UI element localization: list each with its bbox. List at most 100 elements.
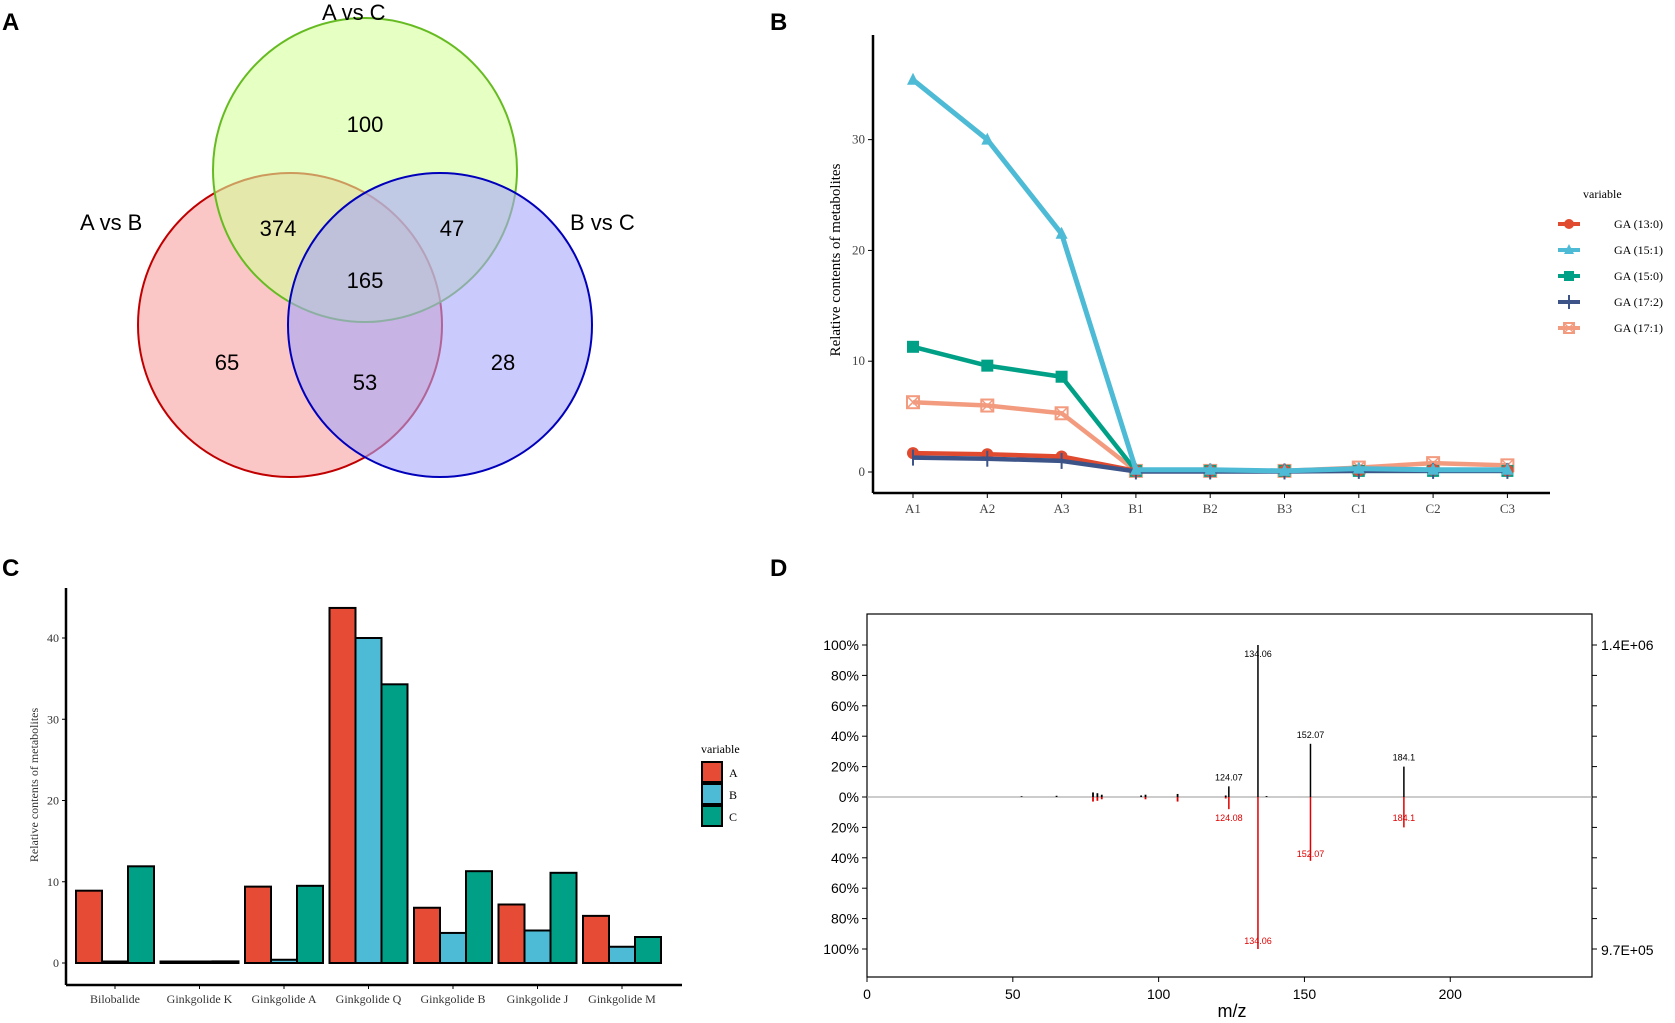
series-line [911, 77, 1508, 474]
y-tick-label: 60% [831, 880, 859, 896]
y-tick-label: 100% [823, 637, 859, 653]
y-tick-label: 40% [831, 728, 859, 744]
bar [354, 637, 383, 964]
bottom-peak-label: 134.06 [1244, 936, 1272, 946]
legend-label: GA (17:2) [1614, 295, 1663, 309]
legend-label: B [729, 788, 737, 802]
legend-swatch [701, 761, 723, 783]
y-axis-title: Relative contents of metabolites [27, 708, 41, 863]
bar [185, 960, 214, 964]
y-tick-label: 80% [831, 911, 859, 927]
venn-region-count: 374 [260, 216, 297, 241]
right-axis-top-label: 1.4E+06 [1601, 637, 1654, 653]
y-tick-label: 0 [859, 464, 866, 479]
x-tick-label: A1 [905, 501, 921, 516]
venn-set-label: B vs C [570, 210, 635, 235]
bar [75, 889, 103, 964]
data-point-cross [906, 395, 920, 409]
panel-label-c: C [2, 555, 19, 582]
venn-set-label: A vs C [322, 0, 386, 25]
x-tick-label: C3 [1500, 501, 1515, 516]
x-tick-label: A2 [979, 501, 995, 516]
data-point-cross [1055, 406, 1069, 420]
y-tick-label: 60% [831, 698, 859, 714]
legend-swatch [701, 783, 723, 805]
bottom-peak-label: 124.08 [1215, 813, 1243, 823]
bar [328, 606, 357, 964]
bar-chart: 0 10 20 30 40 Bilobalide Ginkgolide K Ginkgolid… [27, 588, 740, 1006]
legend-title: variable [701, 742, 740, 756]
bar [549, 871, 578, 964]
data-point [906, 395, 920, 410]
right-axis-bottom-label: 9.7E+05 [1601, 942, 1654, 958]
x-tick-label: Ginkgolide J [507, 992, 569, 1006]
legend-label: GA (15:0) [1614, 269, 1663, 283]
bar [270, 958, 298, 964]
panel-label-b: B [770, 9, 787, 36]
top-peak-label: 184.1 [1393, 753, 1416, 763]
x-tick-label: B1 [1128, 501, 1143, 516]
x-tick-label: 100 [1147, 986, 1171, 1002]
y-tick-label: 20% [831, 819, 859, 835]
top-peak-label: 134.06 [1244, 649, 1272, 659]
legend-label: A [729, 766, 738, 780]
venn-region-count: 28 [491, 350, 515, 375]
data-point [981, 359, 994, 372]
venn-set-label: A vs B [80, 210, 142, 235]
top-peak-label: 152.07 [1297, 730, 1325, 740]
data-point [907, 340, 919, 353]
y-tick-label: 0% [839, 789, 859, 805]
bar [101, 960, 129, 964]
data-point [1563, 322, 1575, 334]
bottom-peak-label: 152.07 [1297, 849, 1325, 859]
venn-region-count: 65 [215, 350, 239, 375]
data-point [1129, 462, 1142, 475]
data-point [1427, 462, 1440, 475]
x-tick-label: 150 [1293, 986, 1317, 1002]
bar [159, 960, 188, 964]
data-point [1054, 406, 1069, 421]
data-point [1564, 271, 1574, 281]
data-point [980, 398, 995, 413]
bottom-peak-label: 184.1 [1393, 813, 1416, 823]
bar [465, 870, 493, 964]
bar [608, 945, 636, 964]
legend-label: GA (13:0) [1614, 217, 1663, 231]
data-point [1055, 370, 1068, 383]
data-point [907, 72, 919, 85]
y-tick-label: 40% [831, 850, 859, 866]
bar [127, 865, 155, 964]
x-tick-label: B2 [1203, 501, 1218, 516]
venn-region-count: 100 [347, 112, 384, 137]
y-tick-label: 80% [831, 667, 859, 683]
venn-region-count: 47 [440, 216, 464, 241]
venn-region-count: 53 [353, 370, 377, 395]
y-tick-label: 20 [47, 794, 59, 808]
bar [582, 914, 610, 964]
y-tick-label: 40 [47, 631, 59, 645]
x-tick-label: Ginkgolide M [588, 992, 656, 1006]
x-tick-label: 200 [1439, 986, 1463, 1002]
venn-region-count: 165 [347, 268, 384, 293]
legend-title: variable [1583, 187, 1622, 201]
data-point [1055, 226, 1068, 239]
data-point [1204, 462, 1217, 475]
x-tick-label: Ginkgolide K [167, 992, 233, 1006]
x-tick-label: Bilobalide [90, 992, 140, 1006]
x-tick-label: Ginkgolide B [421, 992, 486, 1006]
bar [413, 906, 441, 964]
y-tick-label: 100% [823, 941, 859, 957]
panel-label-d: D [770, 555, 787, 582]
legend-label: GA (17:1) [1614, 321, 1663, 335]
bar [296, 884, 324, 964]
venn-circle-2 [287, 172, 593, 478]
y-tick-label: 0 [53, 956, 59, 970]
data-point [981, 132, 994, 145]
line-chart: 0 10 20 30 A1 A2 A3 B1 B2 B3 C1 C2 C3 Relative conten… [828, 35, 1663, 516]
plot-frame [866, 613, 1593, 978]
x-tick-label: C2 [1426, 501, 1441, 516]
x-tick-label: 50 [1005, 986, 1021, 1002]
x-tick-label: B3 [1277, 501, 1292, 516]
data-point [1352, 461, 1365, 474]
